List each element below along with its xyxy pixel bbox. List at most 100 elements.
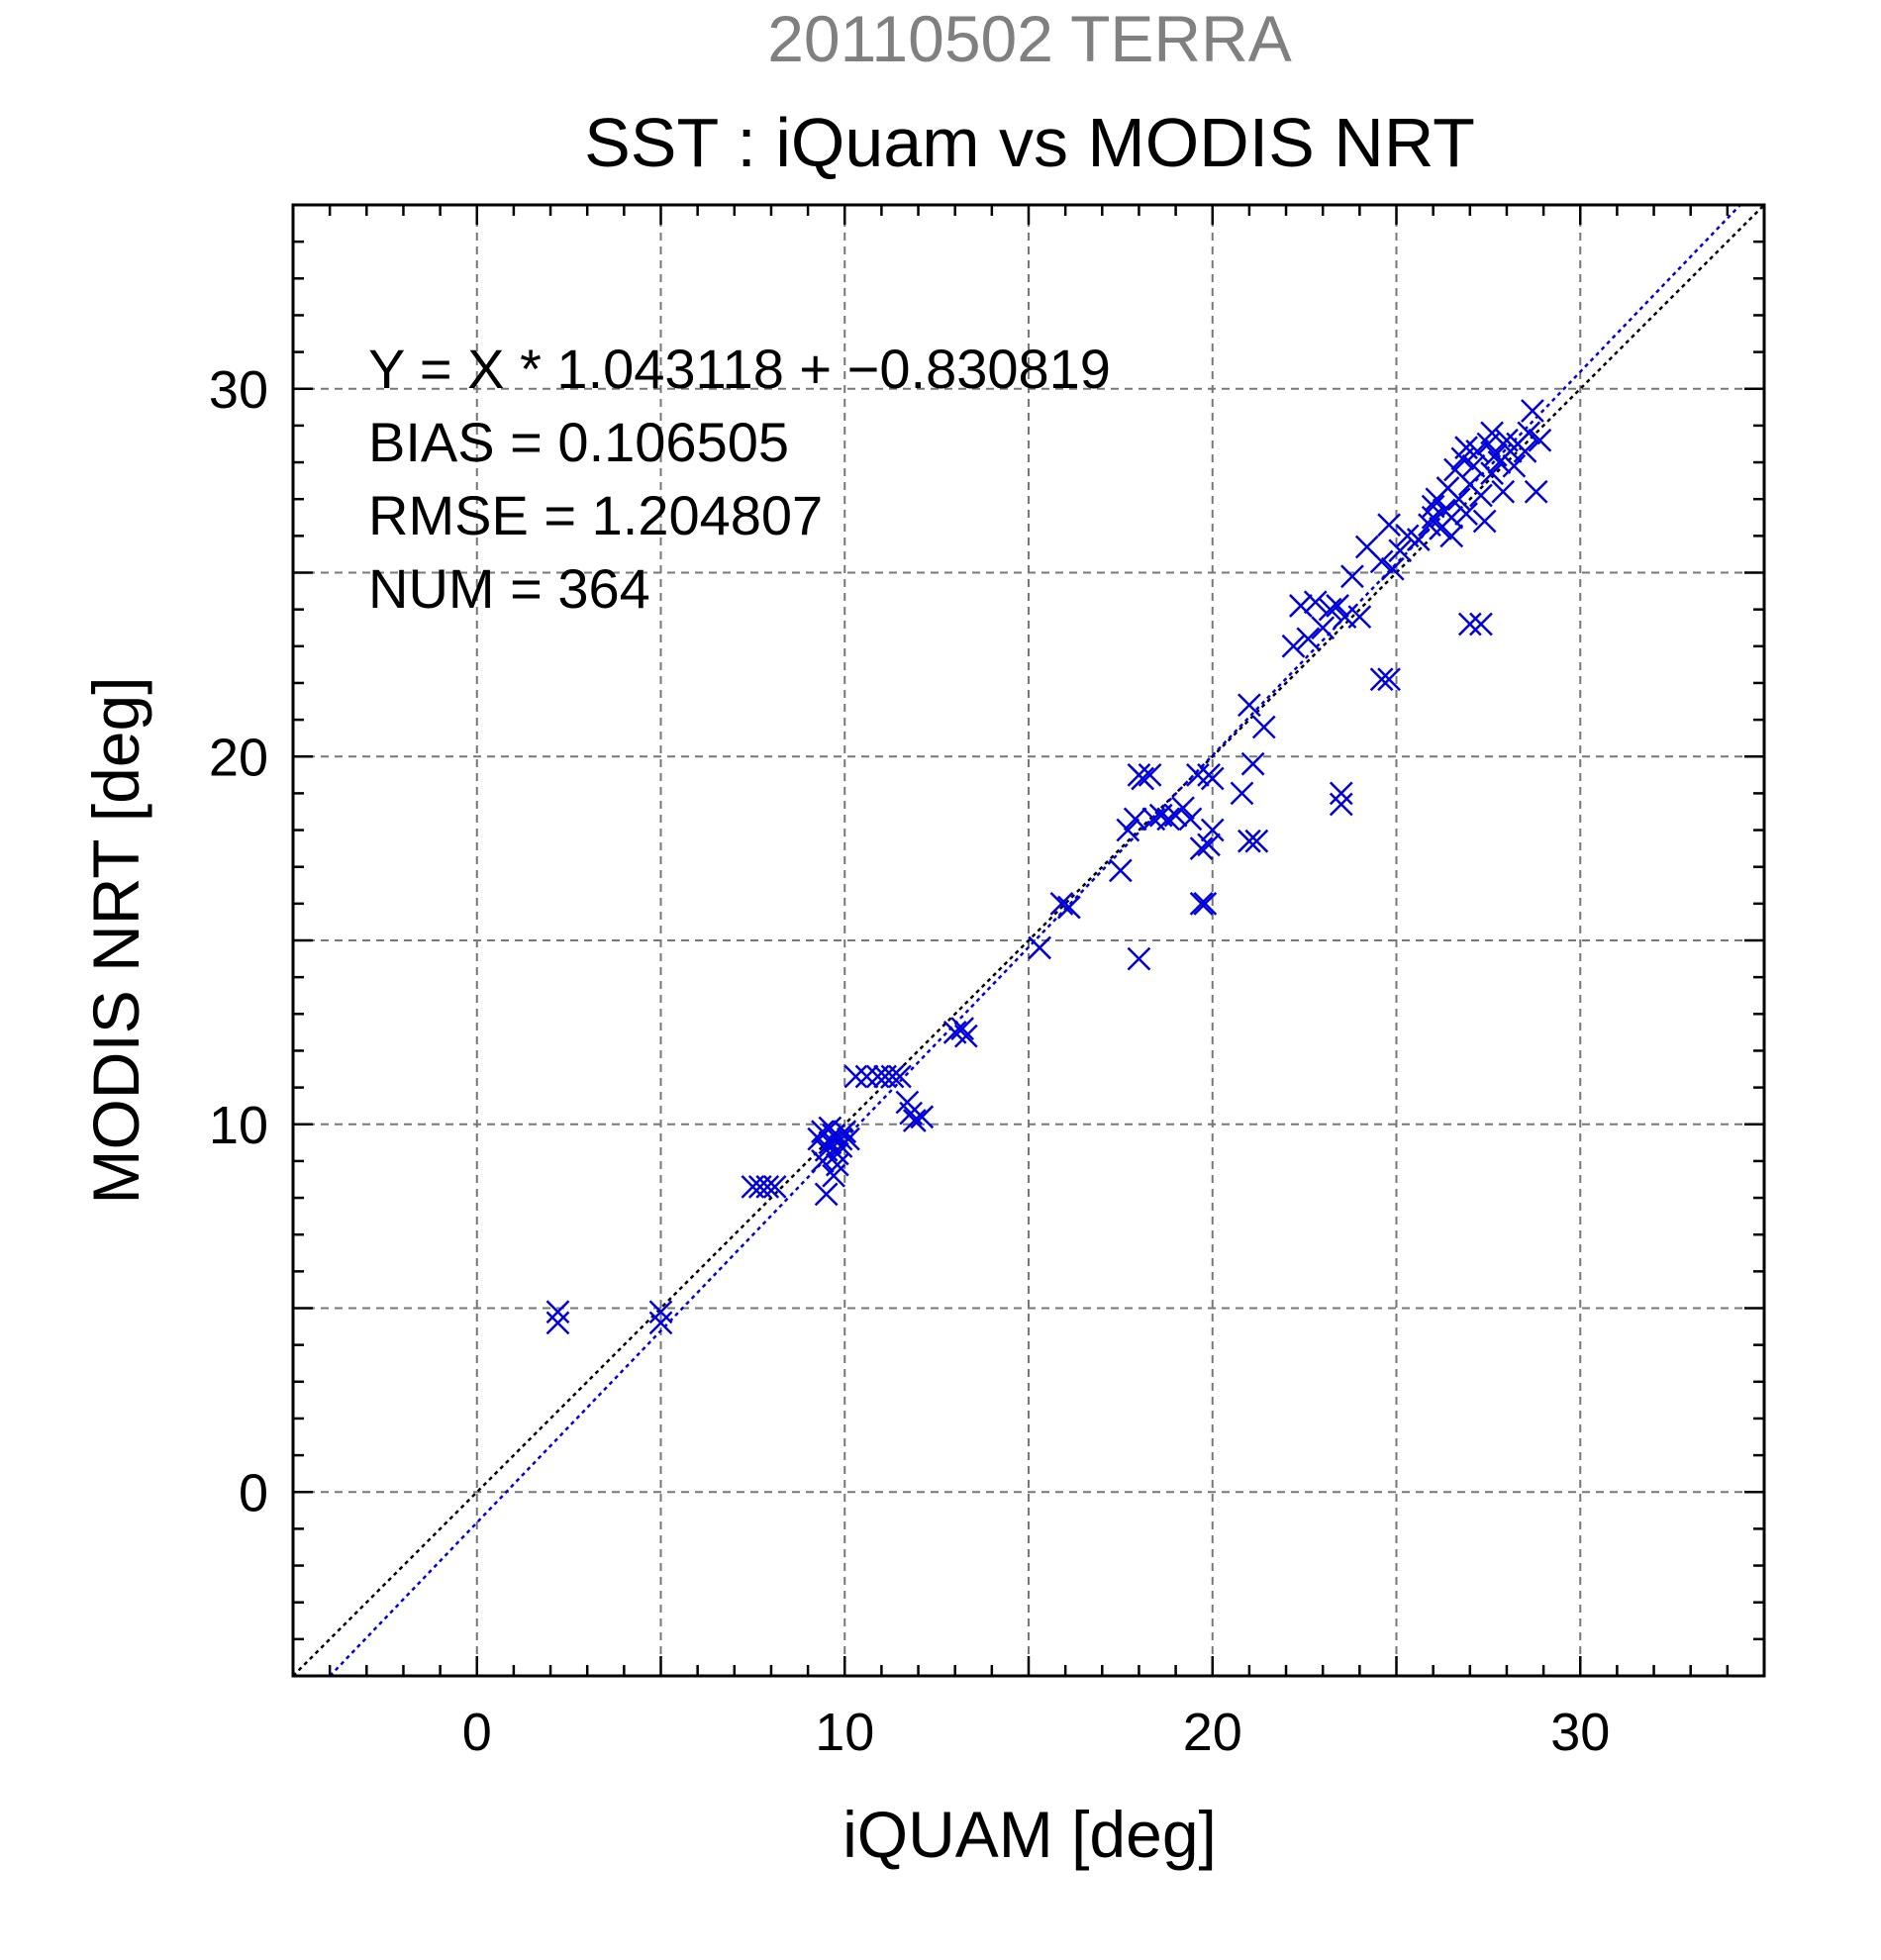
data-point bbox=[1329, 792, 1353, 817]
identity-line bbox=[292, 204, 1765, 1677]
fit-statistic-line: NUM = 364 bbox=[368, 557, 650, 620]
data-point-stroke bbox=[1421, 505, 1445, 530]
data-point-stroke bbox=[755, 1175, 780, 1199]
data-point bbox=[1469, 483, 1493, 508]
data-point-stroke bbox=[910, 1105, 935, 1129]
data-point bbox=[1028, 935, 1052, 960]
y-axis-label: MODIS NRT [deg] bbox=[79, 676, 152, 1204]
data-point-stroke bbox=[814, 1182, 839, 1207]
data-point-stroke bbox=[1457, 612, 1482, 637]
data-point bbox=[1347, 605, 1372, 629]
data-point bbox=[1244, 829, 1269, 853]
data-point-stroke bbox=[1127, 946, 1151, 971]
data-point-stroke bbox=[1281, 634, 1306, 658]
data-point-stroke bbox=[1369, 667, 1394, 692]
data-point-stroke bbox=[950, 1017, 975, 1041]
data-point bbox=[1289, 594, 1313, 618]
data-point bbox=[1281, 634, 1306, 658]
data-point-stroke bbox=[1251, 715, 1276, 739]
data-point bbox=[1502, 453, 1527, 478]
data-point bbox=[1116, 818, 1140, 842]
data-point bbox=[1049, 891, 1074, 916]
data-point bbox=[843, 1064, 868, 1089]
data-point-stroke bbox=[1329, 792, 1353, 817]
data-point bbox=[1340, 564, 1364, 589]
fit-statistic-line: Y = X * 1.043118 + −0.830819 bbox=[368, 338, 1111, 400]
y-tick-label: 0 bbox=[239, 1463, 268, 1522]
data-point bbox=[814, 1182, 839, 1207]
data-point-stroke bbox=[1244, 829, 1269, 853]
data-point bbox=[1446, 487, 1471, 512]
data-point bbox=[888, 1064, 912, 1089]
data-point-stroke bbox=[648, 1300, 673, 1324]
data-point bbox=[1369, 667, 1394, 692]
data-point-stroke bbox=[942, 1020, 967, 1044]
data-point bbox=[1303, 590, 1328, 615]
data-point-stroke bbox=[1303, 590, 1328, 615]
data-point-stroke bbox=[837, 1127, 860, 1151]
data-point-stroke bbox=[843, 1064, 868, 1089]
data-point bbox=[825, 1141, 849, 1166]
data-point bbox=[1326, 594, 1349, 618]
data-point bbox=[1056, 895, 1081, 920]
data-point-stroke bbox=[1446, 487, 1471, 512]
data-point-stroke bbox=[1406, 528, 1431, 551]
fit-lines bbox=[292, 204, 1765, 1677]
data-point bbox=[1318, 597, 1342, 622]
data-point-stroke bbox=[895, 1090, 920, 1115]
data-point-stroke bbox=[811, 1149, 835, 1173]
data-point-stroke bbox=[1388, 539, 1413, 563]
data-point bbox=[545, 1311, 570, 1335]
tick-labels: 0 10 20 30 0 10 20 30 bbox=[209, 360, 1610, 1762]
data-point bbox=[1296, 627, 1321, 651]
x-tick-label: 0 bbox=[462, 1703, 492, 1762]
data-point-stroke bbox=[1454, 436, 1478, 460]
data-point-stroke bbox=[1296, 627, 1321, 651]
data-point bbox=[545, 1300, 570, 1324]
data-point bbox=[1469, 612, 1493, 637]
data-point-stroke bbox=[825, 1152, 849, 1177]
data-point-stroke bbox=[1127, 762, 1151, 787]
data-point bbox=[1240, 751, 1265, 776]
data-point bbox=[1127, 946, 1151, 971]
data-point-stroke bbox=[1472, 509, 1497, 534]
data-point bbox=[953, 1024, 978, 1048]
data-point bbox=[1238, 693, 1261, 718]
data-point-stroke bbox=[880, 1064, 905, 1089]
data-point-stroke bbox=[1439, 505, 1464, 530]
data-point-stroke bbox=[1483, 442, 1508, 467]
data-point bbox=[648, 1300, 673, 1324]
data-point bbox=[1171, 796, 1195, 821]
data-point-stroke bbox=[1354, 535, 1379, 559]
data-point bbox=[1123, 807, 1147, 832]
data-point bbox=[1178, 807, 1203, 832]
data-point bbox=[1127, 762, 1151, 787]
data-point-stroke bbox=[811, 1120, 835, 1144]
x-tick-label: 10 bbox=[815, 1703, 874, 1762]
data-point bbox=[1156, 807, 1181, 832]
data-point bbox=[1439, 505, 1464, 530]
fit-statistic-line: BIAS = 0.106505 bbox=[368, 411, 789, 473]
data-point bbox=[950, 1017, 975, 1041]
data-point-stroke bbox=[1454, 502, 1478, 526]
data-point-stroke bbox=[762, 1175, 787, 1199]
data-point-stroke bbox=[1240, 751, 1265, 776]
data-point-stroke bbox=[1524, 479, 1548, 504]
data-point bbox=[1461, 453, 1486, 478]
data-point-stroke bbox=[902, 1109, 927, 1132]
data-point-stroke bbox=[825, 1141, 849, 1166]
data-point bbox=[1491, 479, 1516, 504]
data-point bbox=[837, 1127, 860, 1151]
data-point-stroke bbox=[1521, 399, 1544, 423]
data-point-stroke bbox=[1230, 781, 1254, 806]
data-point-stroke bbox=[1377, 513, 1401, 538]
data-point-stroke bbox=[1171, 796, 1195, 821]
data-point-stroke bbox=[1178, 807, 1203, 832]
data-point-stroke bbox=[1480, 461, 1504, 486]
data-point bbox=[1311, 616, 1336, 640]
data-point bbox=[818, 1116, 842, 1140]
x-axis-label: iQUAM [deg] bbox=[842, 1798, 1217, 1871]
x-tick-label: 20 bbox=[1183, 1703, 1242, 1762]
data-points bbox=[545, 399, 1552, 1335]
